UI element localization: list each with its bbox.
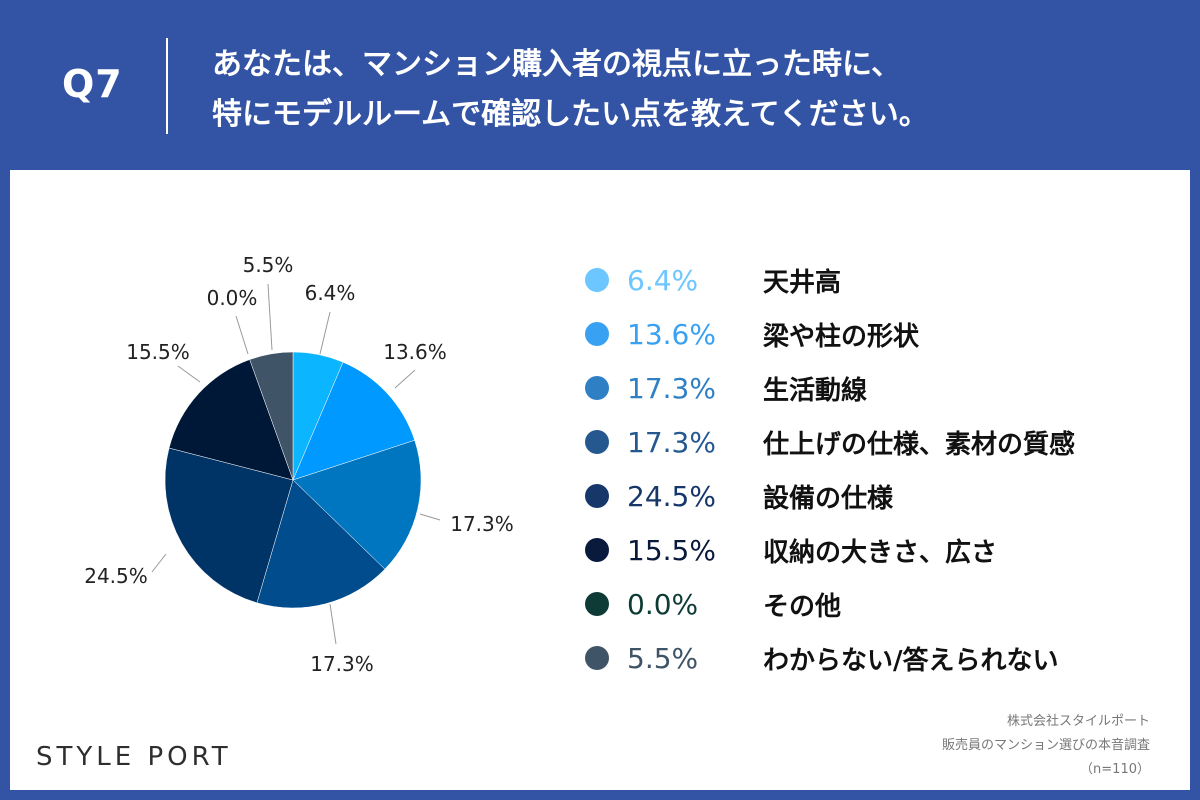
pie-data-label-8: 5.5% [242,253,294,277]
pie-slice-2 [292,361,416,481]
legend-value: 17.3% [627,425,716,459]
pie-slice-8 [249,351,294,481]
legend-category: 天井高 [763,267,842,298]
pie-slice-6 [168,359,294,481]
legend-dot [585,538,609,562]
legend-value: 17.3% [627,371,716,405]
leader-line-5 [151,553,167,573]
legend-dot [585,322,609,346]
pie-data-label-7: 0.0% [206,286,258,310]
source-company: 株式会社スタイルポート [1006,714,1150,729]
legend-dot [585,484,609,508]
legend-item-4: 17.3% 仕上げの仕様、素材の質感 [585,422,1145,462]
legend-item-8: 5.5% わからない/答えられない [585,638,1145,678]
legend-item-5: 24.5% 設備の仕様 [585,476,1145,516]
legend-dot [585,646,609,670]
legend-category: 設備の仕様 [763,483,894,514]
legend-category: 収納の大きさ、広さ [763,537,998,568]
header: Q7 あなたは、マンション購入者の視点に立った時に、 特にモデルルームで確認した… [0,0,1200,170]
question-line-1: あなたは、マンション購入者の視点に立った時に、 [212,47,902,82]
source-note: 株式会社スタイルポート 販売員のマンション選びの本音調査 （n=110） [942,710,1150,782]
leader-line-4 [329,603,337,645]
legend-value: 13.6% [627,317,716,351]
style-port-logo: STYLE PORT [36,742,232,772]
pie-chart [151,283,441,645]
legend-category: 生活動線 [763,375,868,406]
legend-value: 5.5% [627,641,699,675]
chart-panel: 6.4% 13.6% 17.3% 17.3% 24.5% 15.5% 0.0% 5.5% 6.… [10,170,1190,790]
pie-data-label-1: 6.4% [304,281,356,305]
legend-category: わからない/答えられない [763,645,1059,676]
legend-item-2: 13.6% 梁や柱の形状 [585,314,1145,354]
leader-line-8 [267,283,273,351]
leader-line-7 [235,315,249,355]
legend-item-7: 0.0% その他 [585,584,1145,624]
question-line-2: 特にモデルルームで確認したい点を教えてください。 [212,97,929,132]
legend-value: 24.5% [627,479,716,513]
legend-item-6: 15.5% 収納の大きさ、広さ [585,530,1145,570]
question-text: あなたは、マンション購入者の視点に立った時に、 特にモデルルームで確認したい点を… [212,40,929,140]
leader-line-1 [319,311,331,355]
pie-data-label-2: 13.6% [383,340,447,364]
legend-item-3: 17.3% 生活動線 [585,368,1145,408]
legend-dot [585,376,609,400]
legend-dot [585,592,609,616]
legend-item-1: 6.4% 天井高 [585,260,1145,300]
legend-value: 0.0% [627,587,699,621]
leader-line-3 [419,513,441,521]
legend-dot [585,430,609,454]
legend-dot [585,268,609,292]
legend-category: 梁や柱の形状 [763,321,920,352]
pie-slice-5 [164,447,294,604]
pie-data-label-6: 15.5% [126,340,190,364]
legend-value: 6.4% [627,263,699,297]
pie-data-label-4: 17.3% [310,652,374,676]
legend-value: 15.5% [627,533,716,567]
source-survey: 販売員のマンション選びの本音調査 [941,738,1150,753]
legend-category: その他 [763,591,842,622]
pie-data-label-3: 17.3% [450,512,514,536]
pie-slice-4 [256,479,386,609]
leader-line-2 [394,369,416,389]
leader-line-6 [177,365,201,383]
legend-category: 仕上げの仕様、素材の質感 [763,429,1076,460]
source-sample: （n=110） [1080,762,1150,777]
pie-slice-3 [292,439,422,570]
question-number: Q7 [62,62,123,106]
pie-data-label-5: 24.5% [84,564,148,588]
header-divider [166,38,168,134]
